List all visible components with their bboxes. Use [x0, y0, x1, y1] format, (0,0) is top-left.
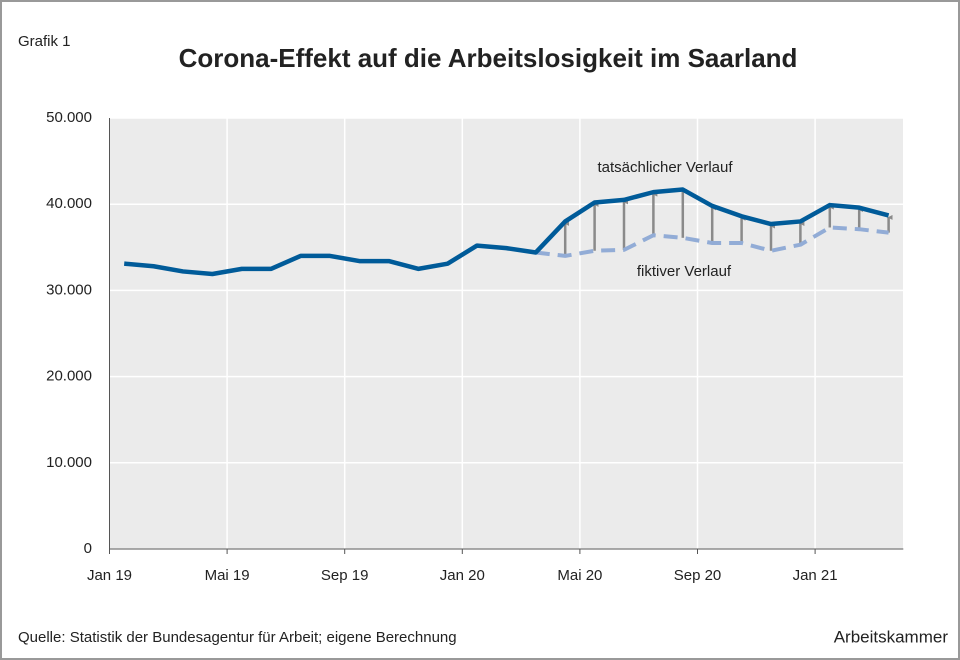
x-tick-label: Mai 19: [205, 567, 250, 584]
chart-title: Corona-Effekt auf die Arbeitslosigkeit i…: [179, 43, 798, 73]
plot-area: [109, 118, 903, 549]
x-tick-label: Jan 20: [440, 567, 485, 584]
y-tick-label: 10.000: [46, 454, 92, 471]
y-tick-label: 40.000: [46, 195, 92, 212]
y-tick-label: 30.000: [46, 281, 92, 298]
chart-label: Grafik 1: [18, 33, 71, 50]
x-tick-label: Jan 19: [87, 567, 132, 584]
source: Quelle: Statistik der Bundesagentur für …: [18, 629, 457, 646]
y-tick-label: 50.000: [46, 109, 92, 126]
annotation: tatsächlicher Verlauf: [597, 159, 733, 176]
y-tick-label: 0: [84, 540, 92, 557]
series-line: [535, 225, 889, 258]
x-tick-label: Jan 21: [793, 567, 838, 584]
series-line: [124, 187, 890, 277]
annotation: fiktiver Verlauf: [637, 263, 732, 280]
x-tick-label: Mai 20: [557, 567, 602, 584]
publisher: Arbeitskammer: [834, 627, 949, 646]
y-tick-label: 20.000: [46, 368, 92, 385]
x-tick-label: Sep 19: [321, 567, 369, 584]
x-tick-label: Sep 20: [674, 567, 722, 584]
